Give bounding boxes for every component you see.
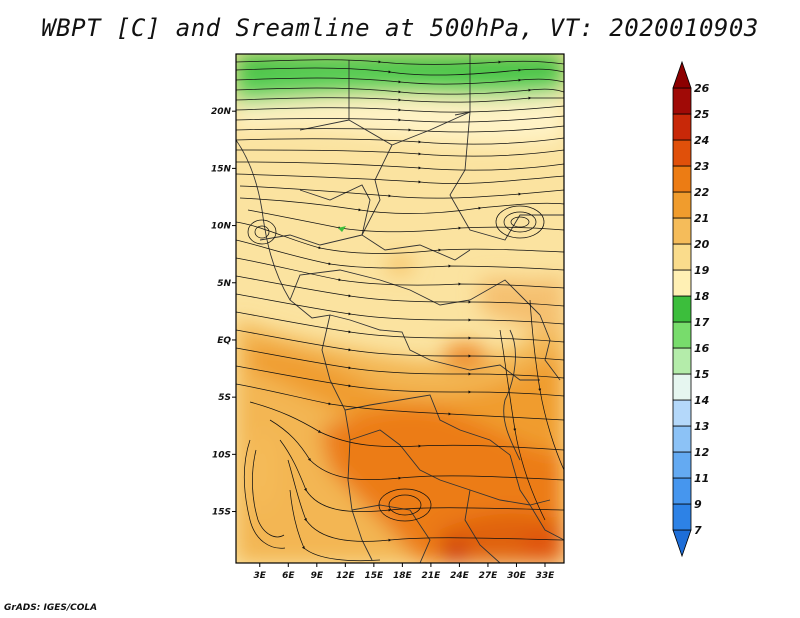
colorbar-label: 19: [694, 264, 710, 277]
colorbar-label: 24: [694, 134, 709, 147]
colorbar-segment: [672, 139, 692, 167]
colorbar-label: 25: [694, 108, 710, 121]
x-tick-label: 15E: [365, 571, 385, 581]
x-axis: 3E 6E 9E 12E 15E 18E 21E 24E 27E 30E 33E: [254, 563, 556, 581]
colorbar-label: 13: [694, 420, 710, 433]
colorbar-upper-triangle: [672, 60, 692, 89]
x-tick-label: 21E: [422, 571, 442, 581]
colorbar-segment: [672, 87, 692, 115]
chart-title: WBPT [C] and Sreamline at 500hPa, VT: 20…: [41, 14, 759, 42]
colorbar-label: 22: [694, 186, 710, 199]
colorbar-segment: [672, 295, 692, 323]
colorbar-label: 20: [694, 238, 710, 251]
x-tick-label: 9E: [311, 571, 324, 581]
map-area: [236, 54, 564, 563]
colorbar-label: 12: [694, 446, 710, 459]
x-tick-label: 27E: [479, 571, 499, 581]
y-tick-label: EQ: [217, 336, 231, 346]
colorbar-segment: [672, 477, 692, 505]
y-tick-label: 5S: [218, 393, 231, 403]
colorbar-segment: [672, 373, 692, 401]
x-tick-label: 3E: [254, 571, 267, 581]
colorbar-segment: [672, 451, 692, 479]
local-patch: [338, 226, 346, 232]
y-tick-label: 20N: [211, 107, 232, 117]
colorbar-segment: [672, 217, 692, 245]
x-tick-label: 12E: [336, 571, 356, 581]
colorbar-label: 26: [694, 82, 710, 95]
x-tick-label: 24E: [450, 571, 470, 581]
colorbar-label: 18: [694, 290, 710, 303]
y-tick-label: 5N: [217, 279, 231, 289]
colorbar-label: 7: [694, 524, 702, 537]
colorbar-label: 9: [694, 498, 702, 511]
colorbar-label: 21: [694, 212, 709, 225]
colorbar-lower-triangle: [672, 529, 692, 558]
colorbar-segment: [672, 321, 692, 349]
x-tick-label: 18E: [393, 571, 413, 581]
colorbar-segment: [672, 347, 692, 375]
colorbar: 7 9 11 12 13 14 15 16 17 18 19 20 21 22 23 24 25 26: [672, 60, 710, 558]
x-tick-label: 6E: [282, 571, 295, 581]
x-tick-label: 30E: [507, 571, 527, 581]
y-tick-label: 10S: [212, 450, 231, 460]
colorbar-label: 11: [694, 472, 709, 485]
colorbar-segment: [672, 269, 692, 297]
y-tick-label: 15N: [211, 164, 232, 174]
y-axis: 20N 15N 10N 5N EQ 5S 10S 15S: [211, 107, 236, 518]
colorbar-label: 16: [694, 342, 710, 355]
colorbar-segment: [672, 399, 692, 427]
colorbar-segment: [672, 191, 692, 219]
y-tick-label: 15S: [212, 508, 231, 518]
footer-credit: GrADS: IGES/COLA: [4, 603, 98, 613]
plot-frame: [235, 53, 565, 564]
colorbar-segment: [672, 165, 692, 193]
colorbar-label: 14: [694, 394, 709, 407]
colorbar-segment: [672, 503, 692, 531]
colorbar-label: 23: [694, 160, 710, 173]
y-tick-label: 10N: [211, 222, 232, 232]
x-tick-label: 33E: [536, 571, 556, 581]
streamlines: [236, 59, 564, 562]
colorbar-segment: [672, 243, 692, 271]
colorbar-segment: [672, 113, 692, 141]
colorbar-segment: [672, 425, 692, 453]
colorbar-label: 17: [694, 316, 710, 329]
colorbar-label: 15: [694, 368, 710, 381]
